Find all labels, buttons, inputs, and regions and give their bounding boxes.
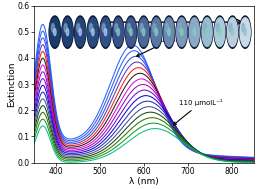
X-axis label: λ (nm): λ (nm) xyxy=(129,177,159,186)
Circle shape xyxy=(153,23,156,32)
Circle shape xyxy=(125,16,137,48)
Circle shape xyxy=(231,29,234,36)
Circle shape xyxy=(53,29,56,36)
Circle shape xyxy=(115,23,118,32)
Circle shape xyxy=(202,18,212,46)
Circle shape xyxy=(151,16,162,48)
Circle shape xyxy=(128,23,130,32)
Circle shape xyxy=(62,18,73,46)
Circle shape xyxy=(140,23,143,32)
Circle shape xyxy=(102,23,105,32)
Circle shape xyxy=(201,16,213,48)
Circle shape xyxy=(104,29,107,36)
Circle shape xyxy=(142,29,145,36)
Circle shape xyxy=(163,16,175,48)
Circle shape xyxy=(100,16,111,48)
Circle shape xyxy=(126,18,136,46)
Circle shape xyxy=(51,23,54,32)
Circle shape xyxy=(64,23,67,32)
Circle shape xyxy=(77,23,80,32)
Text: 0 μmolL⁻¹: 0 μmolL⁻¹ xyxy=(137,36,188,56)
Circle shape xyxy=(62,16,73,48)
Circle shape xyxy=(88,18,98,46)
Circle shape xyxy=(166,23,169,32)
Circle shape xyxy=(189,18,199,46)
Circle shape xyxy=(130,29,132,36)
Circle shape xyxy=(66,29,69,36)
Circle shape xyxy=(139,18,149,46)
Circle shape xyxy=(206,29,208,36)
Circle shape xyxy=(227,18,238,46)
Circle shape xyxy=(168,29,170,36)
Circle shape xyxy=(229,23,232,32)
Circle shape xyxy=(49,16,61,48)
Circle shape xyxy=(113,18,123,46)
Text: 110 μmolL⁻¹: 110 μmolL⁻¹ xyxy=(174,99,223,125)
Circle shape xyxy=(239,16,251,48)
Circle shape xyxy=(87,16,99,48)
Circle shape xyxy=(92,29,94,36)
Circle shape xyxy=(177,18,187,46)
Circle shape xyxy=(216,23,219,32)
Circle shape xyxy=(244,29,247,36)
Circle shape xyxy=(204,23,207,32)
Circle shape xyxy=(75,18,85,46)
Circle shape xyxy=(219,29,221,36)
Circle shape xyxy=(214,16,226,48)
Circle shape xyxy=(189,16,200,48)
Y-axis label: Extinction: Extinction xyxy=(7,61,17,107)
Circle shape xyxy=(164,18,174,46)
Circle shape xyxy=(50,18,60,46)
Circle shape xyxy=(155,29,158,36)
Circle shape xyxy=(178,23,181,32)
Circle shape xyxy=(176,16,187,48)
Circle shape xyxy=(193,29,196,36)
Circle shape xyxy=(74,16,86,48)
Circle shape xyxy=(191,23,194,32)
Circle shape xyxy=(89,23,92,32)
Circle shape xyxy=(101,18,111,46)
Circle shape xyxy=(79,29,81,36)
Circle shape xyxy=(242,23,245,32)
Circle shape xyxy=(181,29,183,36)
Circle shape xyxy=(215,18,225,46)
Circle shape xyxy=(117,29,119,36)
Circle shape xyxy=(240,18,250,46)
Circle shape xyxy=(151,18,161,46)
Circle shape xyxy=(113,16,124,48)
Circle shape xyxy=(138,16,149,48)
Circle shape xyxy=(227,16,238,48)
